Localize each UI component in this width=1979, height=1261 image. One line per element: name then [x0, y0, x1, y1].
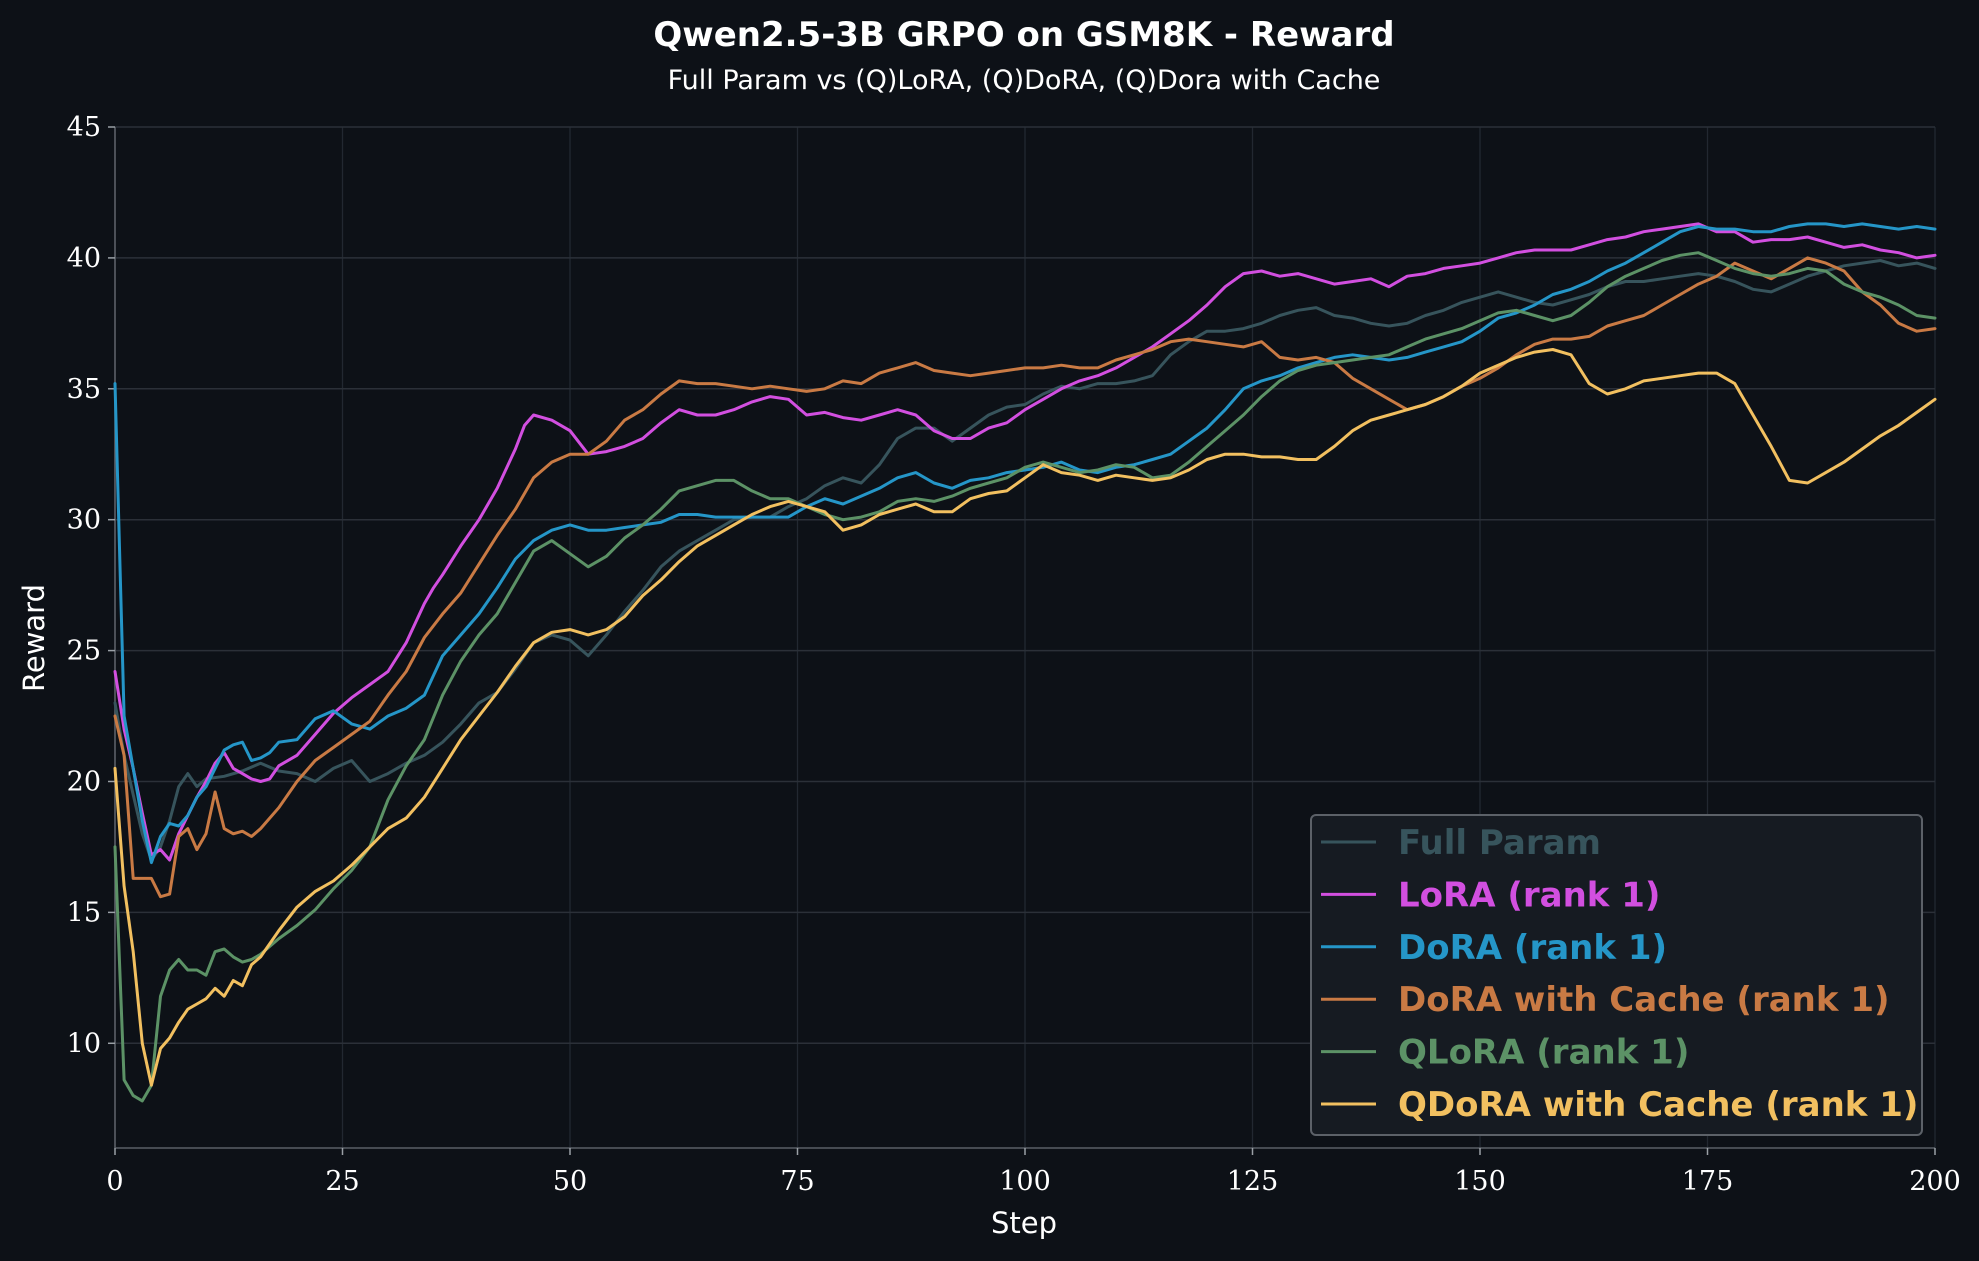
series-line-4 — [113, 251, 1937, 1103]
chart-title: Qwen2.5-3B GRPO on GSM8K - Reward — [653, 15, 1394, 55]
chart-subtitle: Full Param vs (Q)LoRA, (Q)DoRA, (Q)Dora … — [668, 65, 1381, 96]
x-tick-label: 100 — [999, 1166, 1051, 1197]
x-tick-label: 125 — [1227, 1166, 1279, 1197]
x-tick-label: 175 — [1682, 1166, 1734, 1197]
series-line-3 — [113, 256, 1937, 899]
legend-label-0: Full Param — [1398, 823, 1601, 863]
legend-label-4: QLoRA (rank 1) — [1398, 1033, 1689, 1073]
series-line-0 — [113, 259, 1937, 862]
y-tick-label: 20 — [67, 766, 101, 797]
y-tick-label: 10 — [67, 1028, 101, 1059]
series-line-5 — [113, 348, 1937, 1087]
series-lines — [113, 222, 1937, 1103]
legend-label-2: DoRA (rank 1) — [1398, 928, 1667, 968]
x-tick-label: 150 — [1454, 1166, 1506, 1197]
y-tick-label: 25 — [67, 636, 101, 667]
series-line-1 — [113, 222, 1937, 862]
x-tick-label: 75 — [780, 1166, 814, 1197]
x-tick-label: 200 — [1909, 1166, 1961, 1197]
y-tick-label: 35 — [67, 374, 101, 405]
legend-label-5: QDoRA with Cache (rank 1) — [1398, 1085, 1918, 1125]
legend-label-3: DoRA with Cache (rank 1) — [1398, 980, 1890, 1020]
y-tick-label: 15 — [67, 897, 101, 928]
x-tick-label: 25 — [325, 1166, 359, 1197]
y-tick-label: 30 — [67, 505, 101, 536]
x-axis-label: Step — [991, 1206, 1057, 1240]
x-tick-label: 0 — [106, 1166, 123, 1197]
legend-label-1: LoRA (rank 1) — [1398, 875, 1660, 915]
axes: 0 25 50 75 100 125 150 175 200 10 15 20 25 30 35 40 45 — [67, 112, 1961, 1197]
x-tick-label: 50 — [553, 1166, 587, 1197]
legend: Full Param LoRA (rank 1) DoRA (rank 1) DoRA… — [1310, 814, 1923, 1136]
y-axis-label: Reward — [17, 584, 51, 692]
y-tick-label: 40 — [67, 243, 101, 274]
series-line-2 — [113, 222, 1937, 865]
y-tick-label: 45 — [67, 112, 101, 143]
legend-box — [1310, 814, 1923, 1136]
